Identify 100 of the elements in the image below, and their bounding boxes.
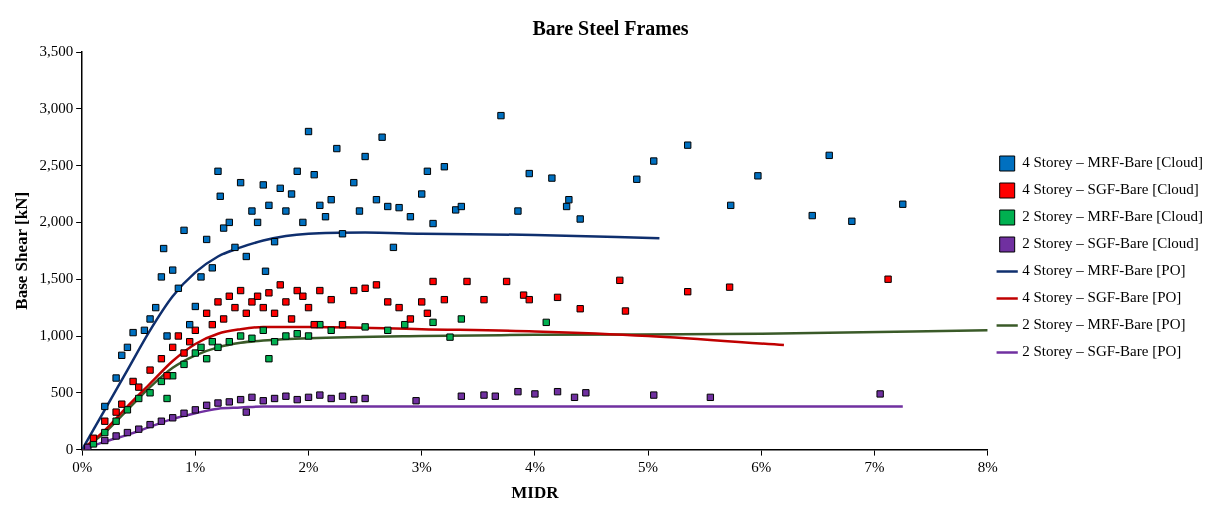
point [186, 338, 194, 346]
y-axis-title: Base Shear [kN] [11, 191, 31, 310]
legend-label: 2 Storey – SGF-Bare [Cloud] [1022, 235, 1199, 252]
point [576, 305, 584, 313]
point [163, 394, 171, 403]
point [519, 291, 528, 299]
point [248, 334, 256, 342]
point [463, 277, 471, 286]
point [480, 295, 488, 304]
x-tick-label: 8% [977, 458, 998, 475]
point [429, 277, 437, 286]
point [401, 320, 409, 329]
point [542, 318, 550, 327]
point [293, 286, 301, 295]
point [361, 323, 369, 331]
point [214, 399, 222, 407]
point [89, 434, 98, 442]
point [282, 298, 290, 306]
point [123, 406, 132, 414]
point [259, 397, 267, 405]
point [316, 391, 324, 399]
point [135, 383, 143, 391]
point [101, 428, 109, 437]
point [180, 409, 188, 417]
point [219, 315, 228, 323]
point [214, 298, 222, 306]
point [338, 320, 347, 329]
point [112, 417, 120, 425]
x-tick-label: 3% [411, 458, 432, 475]
x-tick-label: 1% [185, 458, 206, 475]
point [457, 392, 466, 400]
point [412, 397, 420, 405]
point [101, 417, 109, 425]
point [316, 286, 324, 295]
point [265, 289, 273, 297]
point [684, 288, 692, 296]
x-tick-label: 5% [638, 458, 659, 475]
chart-title: Bare Steel Frames [532, 17, 689, 40]
point [242, 309, 250, 317]
point [236, 286, 245, 295]
legend-label: 4 Storey – SGF-Bare [PO] [1022, 289, 1182, 306]
point [304, 332, 313, 340]
y-tick-label: 1,000 [39, 326, 74, 343]
point [242, 408, 250, 416]
point [502, 277, 511, 286]
point [282, 392, 290, 400]
point [202, 309, 211, 317]
y-tick-label: 3,000 [39, 99, 74, 116]
point [491, 392, 499, 400]
point [616, 276, 624, 285]
point [706, 393, 715, 402]
point [553, 387, 562, 396]
point [480, 391, 488, 399]
x-tick-label: 4% [524, 458, 545, 475]
point [327, 394, 335, 403]
point [146, 389, 154, 397]
point [304, 303, 313, 312]
point [270, 394, 279, 403]
point [208, 320, 216, 329]
legend-label: 2 Storey – MRF-Bare [Cloud] [1022, 208, 1204, 225]
point [457, 315, 466, 323]
x-tick-label: 2% [298, 458, 319, 475]
point [304, 393, 313, 402]
point [884, 275, 892, 283]
point [202, 401, 211, 409]
point [123, 428, 132, 437]
point [531, 390, 539, 398]
point [214, 343, 222, 352]
point [174, 332, 183, 340]
point [446, 333, 454, 341]
y-tick-label: 2,000 [39, 213, 74, 230]
y-tick-label: 1,500 [39, 270, 74, 287]
point [440, 295, 449, 304]
point [157, 417, 166, 425]
legend-label: 2 Storey – MRF-Bare [PO] [1022, 316, 1186, 333]
point [293, 395, 301, 404]
point [270, 309, 279, 317]
point [248, 298, 256, 306]
point [327, 295, 335, 304]
point [112, 408, 120, 416]
point [429, 318, 437, 327]
point [169, 414, 177, 422]
point [236, 395, 245, 404]
point [406, 315, 415, 323]
legend-label: 4 Storey – MRF-Bare [Cloud] [1022, 154, 1204, 171]
point [525, 295, 533, 304]
point [225, 398, 233, 406]
point [570, 393, 579, 402]
line-series [82, 231, 661, 450]
point [146, 366, 154, 374]
point [270, 338, 279, 346]
point [876, 390, 884, 398]
point [208, 338, 216, 346]
point [129, 377, 137, 386]
point [384, 298, 392, 306]
point [282, 332, 290, 340]
point [135, 394, 143, 403]
point [259, 326, 267, 334]
point [169, 372, 177, 380]
point [163, 372, 171, 380]
